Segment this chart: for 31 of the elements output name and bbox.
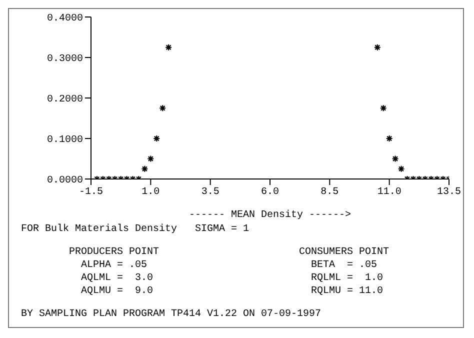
point — [153, 134, 160, 142]
x-tick-label: 3.5 — [201, 187, 220, 198]
x-axis-title: ------ MEAN Density ------> — [188, 209, 352, 221]
point — [392, 155, 399, 162]
point — [398, 165, 405, 172]
text: BETA = .05 — [311, 259, 378, 272]
x-tick-label: 8.5 — [320, 187, 339, 198]
text: FOR Bulk Materials Density SIGMA = 1 — [21, 223, 250, 236]
point — [380, 104, 387, 112]
point — [159, 104, 166, 112]
text: RQLMU = 11.0 — [311, 285, 384, 298]
point — [147, 155, 154, 162]
y-tick-label: 0.0000 — [46, 176, 83, 187]
x-tick-label: 13.5 — [436, 187, 462, 198]
x-tick-label: 6.0 — [260, 187, 280, 198]
y-tick-label: 0.3000 — [46, 54, 83, 66]
text: AQLMU = 9.0 — [81, 285, 154, 298]
x-tick-label: -1.5 — [78, 187, 104, 198]
text: CONSUMERS POINT — [299, 246, 390, 259]
y-tick-label: 0.4000 — [46, 14, 83, 25]
text: ALPHA = .05 — [81, 259, 148, 272]
text: RQLML = 1.0 — [311, 272, 384, 285]
x-tick-label: 1.0 — [142, 187, 160, 198]
text: PRODUCERS POINT — [69, 246, 160, 259]
y-tick-label: 0.1000 — [46, 135, 83, 146]
point — [141, 165, 148, 172]
x-tick-label: 11.0 — [377, 187, 402, 198]
y-tick-label: 0.2000 — [46, 94, 83, 106]
text: BY SAMPLING PLAN PROGRAM TP414 V1.22 ON 07-09-1997 — [21, 308, 322, 321]
point — [386, 134, 393, 142]
text: AQLML = 3.0 — [81, 272, 154, 285]
